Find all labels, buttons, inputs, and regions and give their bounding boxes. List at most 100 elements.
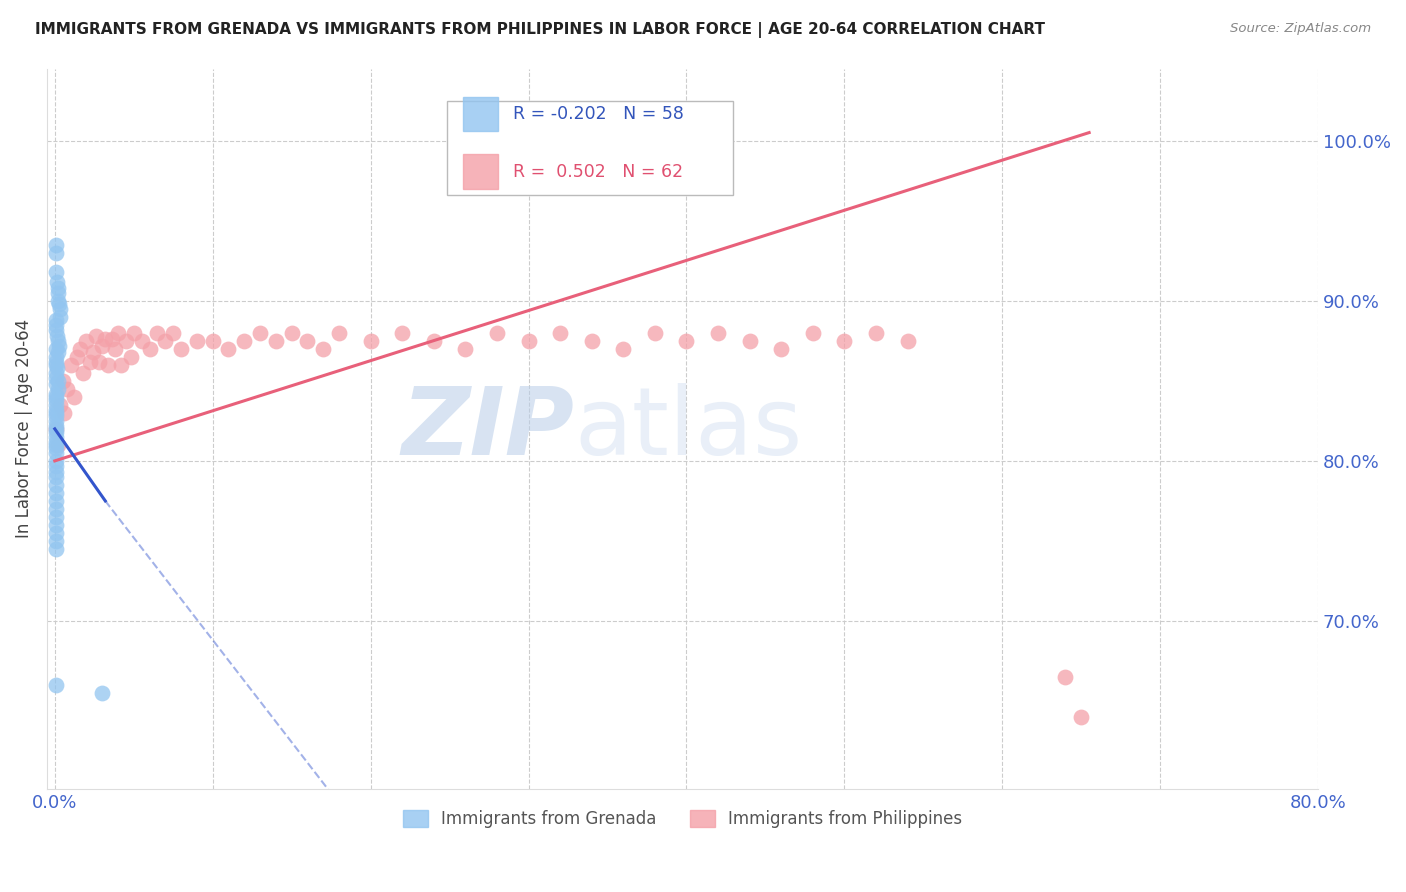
Point bbox=[75, 334, 97, 348]
Point bbox=[45, 414, 67, 428]
Point bbox=[46, 382, 69, 396]
Point bbox=[264, 334, 287, 348]
Point bbox=[675, 334, 697, 348]
Bar bbox=[463, 154, 498, 189]
Point bbox=[87, 354, 110, 368]
Point bbox=[865, 326, 887, 340]
Point bbox=[45, 465, 67, 479]
Point bbox=[45, 398, 67, 412]
Point bbox=[801, 326, 824, 340]
Point bbox=[45, 458, 67, 473]
Point bbox=[46, 281, 69, 295]
Point bbox=[328, 326, 350, 340]
Point bbox=[84, 329, 107, 343]
Point bbox=[46, 361, 69, 376]
Point bbox=[45, 422, 67, 436]
Point bbox=[45, 441, 67, 455]
Point bbox=[45, 322, 67, 336]
Point bbox=[110, 358, 132, 372]
Point bbox=[120, 350, 142, 364]
Text: Source: ZipAtlas.com: Source: ZipAtlas.com bbox=[1230, 22, 1371, 36]
Point bbox=[201, 334, 224, 348]
Point bbox=[72, 366, 94, 380]
Point bbox=[79, 354, 101, 368]
Point bbox=[249, 326, 271, 340]
Point bbox=[45, 402, 67, 417]
Point bbox=[644, 326, 666, 340]
Point bbox=[45, 354, 67, 368]
Point bbox=[581, 334, 603, 348]
Point bbox=[48, 297, 70, 311]
Point bbox=[45, 446, 67, 460]
Point bbox=[131, 334, 153, 348]
Y-axis label: In Labor Force | Age 20-64: In Labor Force | Age 20-64 bbox=[15, 319, 32, 539]
Point bbox=[233, 334, 256, 348]
Point bbox=[45, 386, 67, 401]
Point bbox=[46, 293, 69, 308]
Point bbox=[45, 370, 67, 384]
Point bbox=[62, 390, 84, 404]
Point bbox=[707, 326, 730, 340]
Point bbox=[45, 406, 67, 420]
FancyBboxPatch shape bbox=[447, 101, 734, 194]
Point bbox=[770, 342, 793, 356]
Point bbox=[612, 342, 634, 356]
Point bbox=[45, 245, 67, 260]
Text: atlas: atlas bbox=[575, 383, 803, 475]
Point bbox=[91, 338, 114, 352]
Point bbox=[46, 438, 69, 452]
Point bbox=[104, 342, 127, 356]
Point bbox=[53, 406, 76, 420]
Point bbox=[100, 332, 122, 346]
Point bbox=[46, 275, 69, 289]
Point bbox=[454, 342, 477, 356]
Point bbox=[45, 526, 67, 541]
Point bbox=[94, 332, 117, 346]
Point bbox=[82, 345, 104, 359]
Point bbox=[52, 374, 75, 388]
Point bbox=[45, 392, 67, 407]
Point bbox=[46, 345, 69, 359]
Point bbox=[46, 374, 69, 388]
Point bbox=[280, 326, 302, 340]
Point bbox=[45, 486, 67, 500]
Point bbox=[834, 334, 856, 348]
Point bbox=[548, 326, 571, 340]
Point bbox=[45, 494, 67, 508]
Point bbox=[46, 329, 69, 343]
Point bbox=[45, 454, 67, 468]
Point bbox=[122, 326, 145, 340]
Point bbox=[48, 301, 70, 316]
Point bbox=[45, 409, 67, 423]
Point bbox=[45, 418, 67, 433]
Point bbox=[45, 265, 67, 279]
Point bbox=[45, 318, 67, 332]
Point bbox=[45, 518, 67, 533]
Text: R =  0.502   N = 62: R = 0.502 N = 62 bbox=[513, 162, 683, 180]
Point bbox=[517, 334, 540, 348]
Point bbox=[485, 326, 508, 340]
Point bbox=[360, 334, 382, 348]
Point bbox=[1070, 710, 1092, 724]
Point bbox=[45, 342, 67, 356]
Point bbox=[138, 342, 160, 356]
Point bbox=[45, 366, 67, 380]
Point bbox=[48, 398, 70, 412]
Point bbox=[738, 334, 761, 348]
Point bbox=[1054, 670, 1077, 684]
Point bbox=[115, 334, 138, 348]
Point bbox=[45, 313, 67, 327]
Point bbox=[45, 478, 67, 492]
Point bbox=[146, 326, 169, 340]
Point bbox=[45, 350, 67, 364]
Text: R = -0.202   N = 58: R = -0.202 N = 58 bbox=[513, 105, 685, 123]
Point bbox=[45, 377, 67, 392]
Point bbox=[45, 510, 67, 524]
Point bbox=[218, 342, 240, 356]
Point bbox=[46, 285, 69, 300]
Point bbox=[170, 342, 193, 356]
Point bbox=[391, 326, 413, 340]
Point bbox=[45, 470, 67, 484]
Point bbox=[45, 430, 67, 444]
Point bbox=[97, 358, 120, 372]
